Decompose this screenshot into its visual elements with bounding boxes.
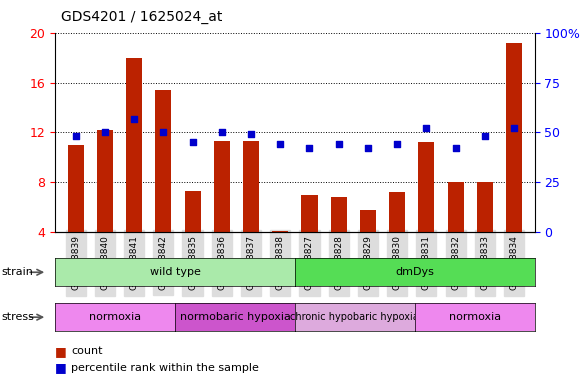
Text: count: count bbox=[71, 346, 103, 356]
Bar bbox=[214, 141, 230, 232]
Text: normoxia: normoxia bbox=[89, 312, 141, 322]
Text: ■: ■ bbox=[55, 345, 67, 358]
Bar bbox=[447, 182, 464, 232]
Point bbox=[130, 116, 139, 122]
Point bbox=[363, 146, 372, 152]
Point bbox=[305, 146, 314, 152]
Text: stress: stress bbox=[1, 312, 34, 322]
Text: strain: strain bbox=[1, 267, 33, 277]
Text: wild type: wild type bbox=[149, 267, 200, 277]
Bar bbox=[331, 197, 347, 232]
Bar bbox=[477, 182, 493, 232]
Point bbox=[334, 141, 343, 147]
Point bbox=[275, 141, 285, 147]
Point bbox=[246, 131, 256, 137]
Point bbox=[71, 133, 80, 139]
Bar bbox=[389, 192, 405, 232]
Bar bbox=[67, 145, 84, 232]
Text: ■: ■ bbox=[55, 361, 67, 374]
Bar bbox=[126, 58, 142, 232]
Point bbox=[217, 129, 227, 136]
Bar bbox=[243, 141, 259, 232]
Point bbox=[510, 126, 519, 132]
Text: normoxia: normoxia bbox=[449, 312, 501, 322]
Bar bbox=[360, 210, 376, 232]
Bar bbox=[272, 231, 288, 232]
Bar bbox=[185, 191, 200, 232]
Bar bbox=[418, 142, 435, 232]
Bar bbox=[302, 195, 317, 232]
Point bbox=[422, 126, 431, 132]
Point bbox=[451, 146, 460, 152]
Point bbox=[480, 133, 489, 139]
Text: normobaric hypoxia: normobaric hypoxia bbox=[180, 312, 290, 322]
Text: percentile rank within the sample: percentile rank within the sample bbox=[71, 363, 259, 373]
Point bbox=[101, 129, 110, 136]
Point bbox=[159, 129, 168, 136]
Bar bbox=[155, 90, 171, 232]
Text: dmDys: dmDys bbox=[395, 267, 434, 277]
Point bbox=[393, 141, 402, 147]
Bar bbox=[506, 43, 522, 232]
Text: GDS4201 / 1625024_at: GDS4201 / 1625024_at bbox=[61, 10, 223, 23]
Bar bbox=[97, 130, 113, 232]
Text: chronic hypobaric hypoxia: chronic hypobaric hypoxia bbox=[290, 312, 419, 322]
Point bbox=[188, 139, 197, 146]
